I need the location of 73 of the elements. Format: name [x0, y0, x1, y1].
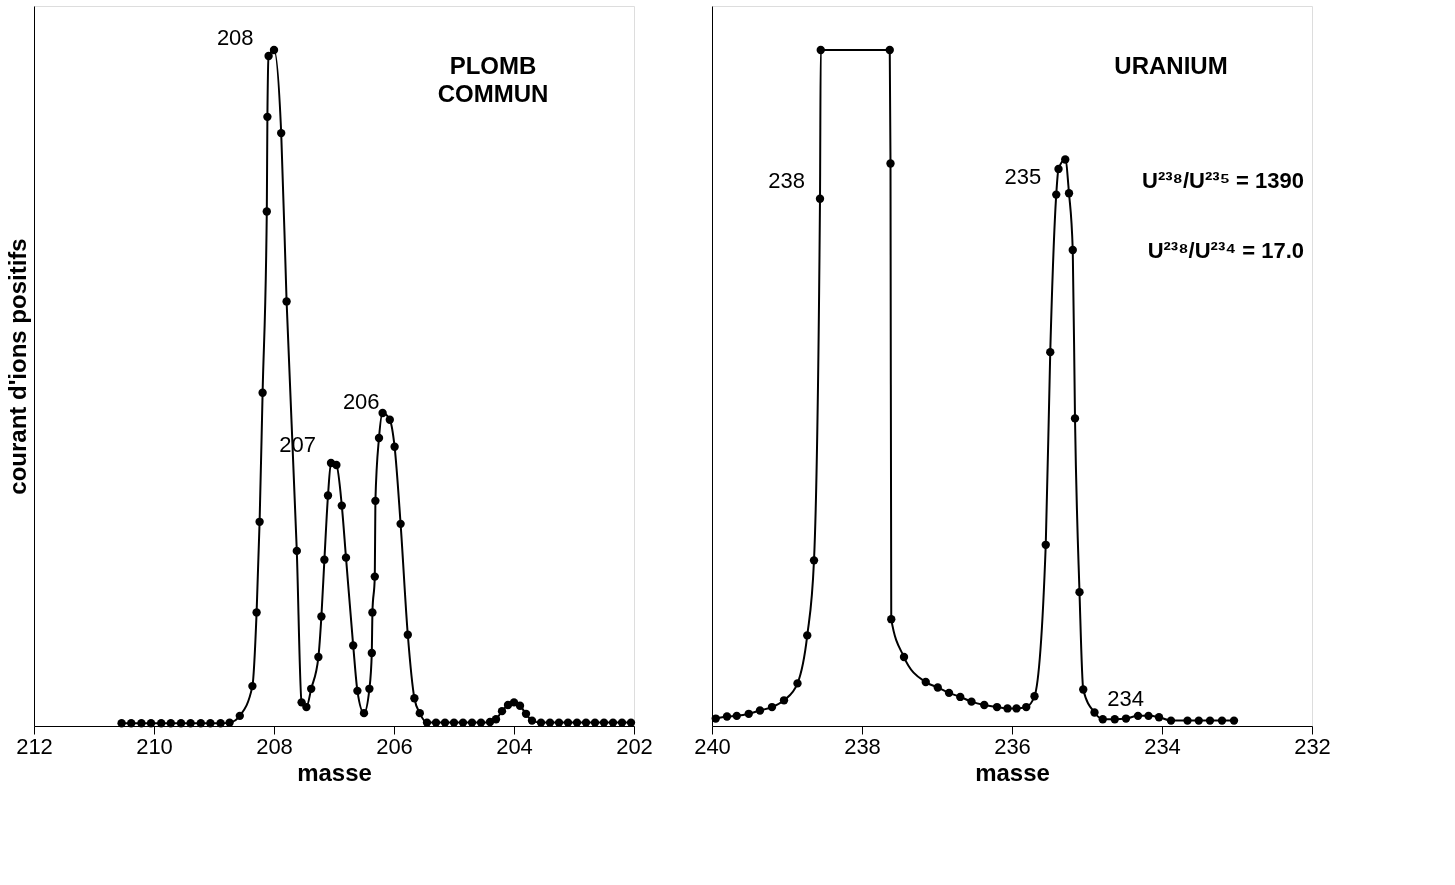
point — [1217, 716, 1227, 725]
point — [1022, 702, 1031, 712]
point — [1205, 716, 1215, 725]
point — [1183, 716, 1192, 725]
point — [1090, 708, 1099, 717]
point — [711, 714, 720, 723]
y-axis-title: courant d'ions positifs — [3, 238, 31, 495]
x-tick-label: 210 — [136, 733, 173, 759]
annotation: U²³⁸/U²³⁵ = 1390 — [1142, 168, 1304, 193]
point — [1030, 692, 1039, 701]
point — [1061, 155, 1070, 164]
point — [1133, 711, 1143, 721]
annotation: 235 — [1004, 163, 1042, 189]
x-tick-label: 204 — [496, 733, 533, 759]
x-tick-label: 234 — [1144, 733, 1181, 759]
annotation: 208 — [216, 25, 254, 51]
point — [1012, 704, 1021, 713]
point — [921, 677, 930, 687]
x-tick-label: 240 — [694, 733, 731, 759]
point — [944, 688, 954, 698]
point — [803, 631, 812, 640]
annotation: U²³⁸/U²³⁴ = 17.0 — [1147, 238, 1304, 263]
point — [1144, 711, 1153, 721]
point — [1166, 716, 1176, 725]
point — [887, 615, 896, 624]
point — [816, 45, 825, 55]
point — [1064, 189, 1074, 198]
x-tick-label: 232 — [1294, 733, 1331, 759]
point — [1068, 245, 1077, 255]
x-tick-label: 208 — [256, 733, 293, 759]
point — [1098, 715, 1107, 724]
point — [933, 683, 942, 692]
point — [722, 712, 732, 721]
point — [1121, 714, 1131, 723]
point — [1154, 713, 1164, 722]
point — [1110, 715, 1119, 724]
point — [767, 702, 777, 712]
point — [1041, 540, 1050, 549]
point — [1003, 704, 1012, 713]
x-tick-label: 212 — [16, 733, 53, 759]
point — [1079, 685, 1088, 694]
point — [980, 700, 989, 710]
point — [755, 706, 765, 715]
point — [779, 696, 789, 705]
x-tick-label: 202 — [616, 733, 653, 759]
x-axis-title: masse — [975, 758, 1050, 786]
point — [992, 702, 1002, 712]
point — [1075, 587, 1084, 597]
point — [744, 709, 753, 719]
point — [1054, 164, 1063, 174]
annotation: 206 — [342, 388, 380, 414]
point — [815, 194, 825, 203]
point — [809, 556, 819, 565]
point — [1046, 347, 1055, 357]
annotation: 234 — [1107, 686, 1144, 712]
point — [886, 159, 895, 168]
x-tick-label: 206 — [376, 733, 413, 759]
point — [732, 711, 741, 721]
point — [956, 692, 965, 702]
text: PLOMB COMMUN — [437, 52, 549, 107]
point — [1070, 414, 1080, 423]
point — [793, 679, 802, 688]
point — [967, 697, 976, 706]
chart-title: URANIUM — [1114, 52, 1228, 79]
point — [899, 652, 909, 662]
point — [1229, 716, 1239, 725]
point — [1194, 716, 1203, 725]
x-axis-title: masse — [297, 758, 372, 786]
x-tick-label: 236 — [994, 733, 1031, 759]
point — [885, 45, 894, 55]
annotation: 238 — [768, 167, 805, 193]
point — [1052, 190, 1061, 199]
x-tick-label: 238 — [844, 733, 881, 759]
